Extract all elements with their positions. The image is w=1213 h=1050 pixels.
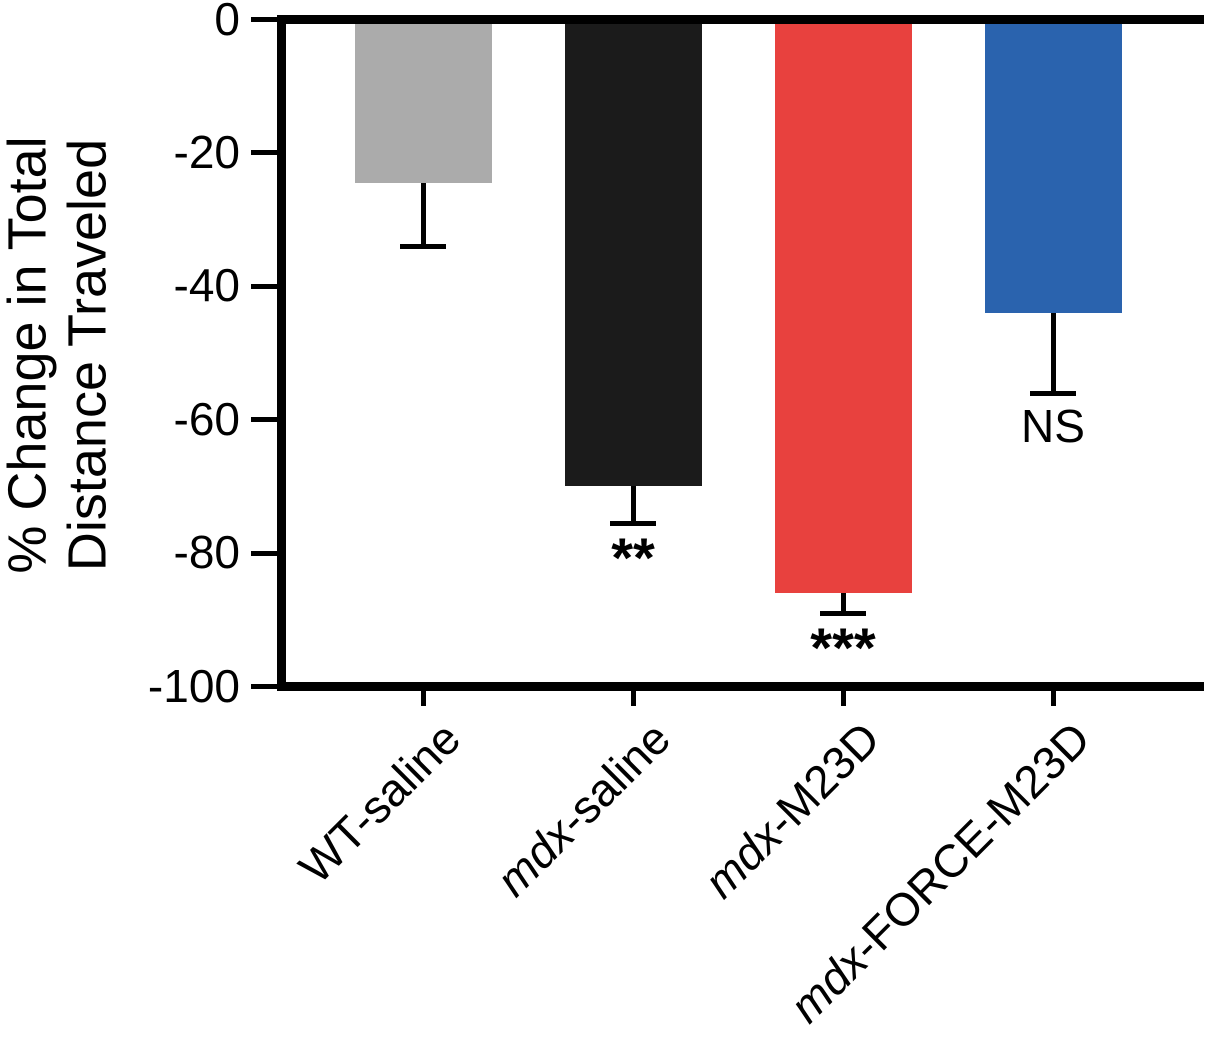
error-bar (1050, 312, 1056, 393)
label-text-segment: -M23D (755, 711, 890, 847)
x-axis-label-text: WT-saline (288, 711, 470, 894)
y-tick-label: -20 (173, 125, 240, 178)
significance-label: ** (611, 526, 655, 590)
y-tick-label: -100 (147, 659, 240, 712)
bar (984, 19, 1122, 313)
error-cap (610, 521, 656, 526)
y-tick (251, 17, 277, 22)
error-bar (420, 182, 426, 247)
bar (354, 19, 492, 183)
label-text-segment: -saline (547, 711, 680, 845)
y-tick (251, 417, 277, 423)
y-tick-label: -40 (173, 259, 240, 312)
bar (774, 19, 912, 594)
x-tick (1050, 691, 1056, 706)
y-tick (251, 684, 277, 689)
x-tick (840, 691, 846, 706)
label-text-segment: WT-saline (288, 711, 470, 894)
bar (564, 19, 702, 487)
x-axis-label-text: mdx-M23D (694, 711, 890, 908)
x-tick (630, 691, 636, 706)
error-bar (840, 593, 846, 614)
error-cap (400, 244, 446, 249)
error-cap (820, 611, 866, 616)
y-tick-label: -60 (173, 392, 240, 445)
y-tick (251, 283, 277, 289)
error-cap (1030, 391, 1076, 396)
zero-line (277, 15, 1204, 24)
y-tick (251, 550, 277, 556)
significance-label: NS (1021, 400, 1085, 453)
y-tick (251, 150, 277, 156)
y-axis-line (277, 15, 286, 691)
x-axis-line (277, 682, 1204, 691)
x-tick (420, 691, 426, 706)
significance-label: *** (810, 616, 876, 680)
y-tick-label: 0 (214, 0, 240, 45)
x-axis-label-text: mdx-saline (486, 711, 680, 906)
error-bar (630, 486, 636, 524)
y-tick-label: -80 (173, 526, 240, 579)
